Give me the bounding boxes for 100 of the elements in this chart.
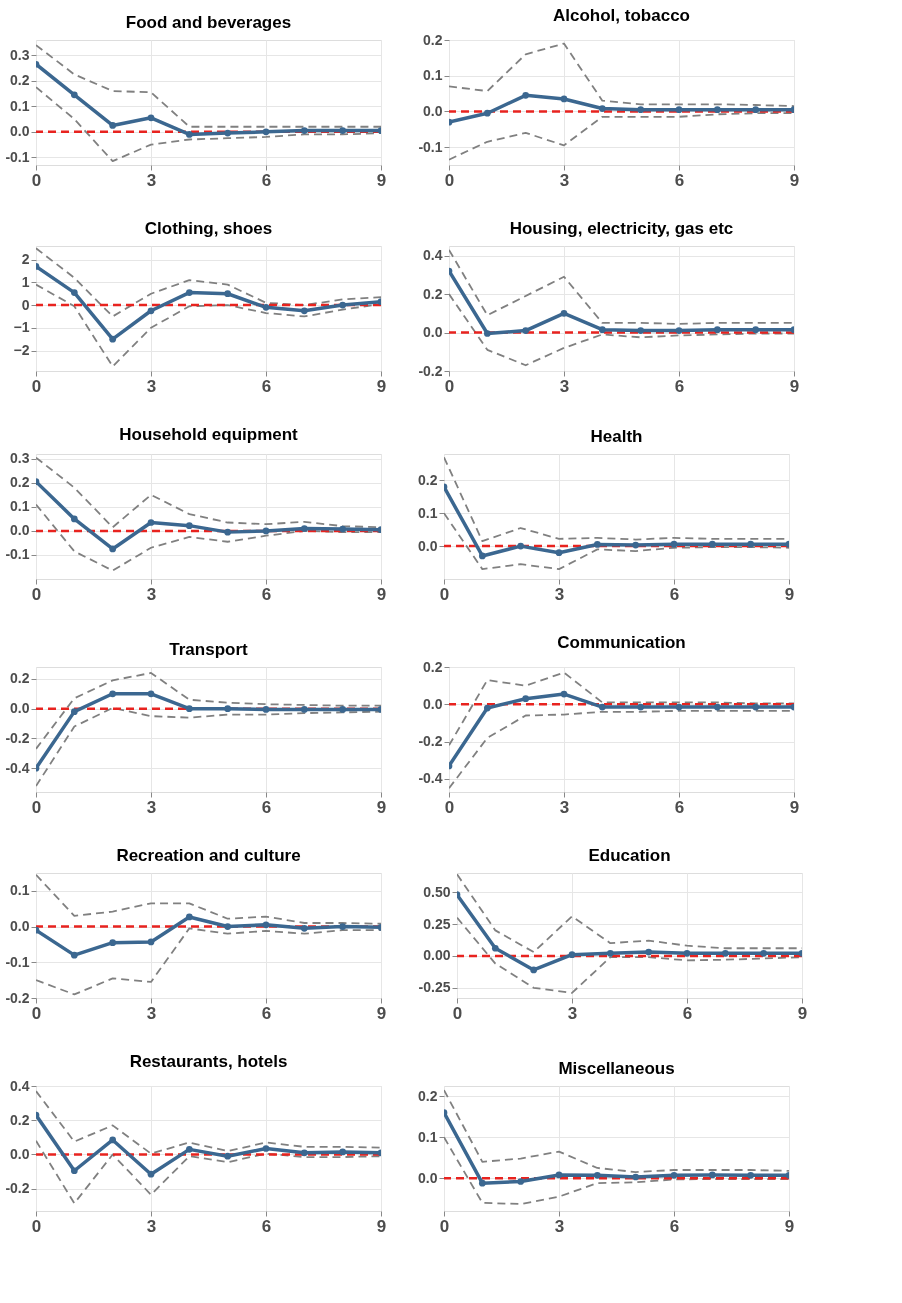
point <box>185 705 193 713</box>
point <box>675 327 683 334</box>
line-series <box>449 248 794 325</box>
point <box>185 913 193 921</box>
point <box>632 541 640 549</box>
point <box>147 1170 155 1178</box>
y-tick-label: 0.0 <box>423 324 443 341</box>
chart-title: Food and beverages <box>125 13 292 32</box>
x-tick-label: 6 <box>261 797 272 817</box>
point <box>637 106 645 113</box>
point <box>109 335 117 343</box>
line-series <box>449 671 794 747</box>
y-tick-label: 0.2 <box>10 72 30 89</box>
point <box>632 1173 640 1181</box>
line-series <box>36 913 381 959</box>
x-tick-label: 6 <box>261 584 272 604</box>
point <box>339 706 347 713</box>
point <box>670 1172 678 1179</box>
point <box>109 939 117 946</box>
point <box>300 706 308 713</box>
y-tick-label: 0.3 <box>10 46 30 63</box>
point <box>593 1172 601 1179</box>
y-tick-label: -0.4 <box>5 759 30 776</box>
y-tick-label: 0.1 <box>418 1128 438 1145</box>
y-tick-label: 0.1 <box>418 504 438 521</box>
x-tick-label: 3 <box>554 584 565 604</box>
y-tick-label: 0.4 <box>10 1077 30 1094</box>
x-tick-label: 3 <box>559 376 570 396</box>
point <box>530 966 538 974</box>
y-tick-label: 0.2 <box>423 31 443 48</box>
point <box>147 307 155 315</box>
point <box>555 1171 563 1179</box>
point <box>70 708 78 715</box>
x-tick-label: 3 <box>146 1003 157 1023</box>
y-tick-label: 0.1 <box>10 498 30 515</box>
point <box>675 106 683 113</box>
point <box>517 1178 525 1185</box>
point <box>560 95 568 103</box>
x-tick-label: 9 <box>376 584 387 604</box>
point <box>224 528 232 536</box>
point <box>522 92 530 99</box>
point <box>747 1172 755 1179</box>
point <box>109 690 117 698</box>
chart-title: Transport <box>169 640 249 659</box>
point <box>300 525 308 532</box>
x-tick-label: 3 <box>146 797 157 817</box>
line-series <box>444 512 789 571</box>
point <box>522 327 530 334</box>
x-tick-label: 6 <box>261 1216 272 1236</box>
point <box>670 540 678 548</box>
y-tick-label: -0.2 <box>418 362 443 379</box>
x-tick-label: 6 <box>669 1216 680 1236</box>
x-tick-label: 9 <box>376 797 387 817</box>
point <box>675 703 683 711</box>
y-tick-label: 0.2 <box>423 285 443 302</box>
y-tick-label: -0.1 <box>5 148 30 165</box>
point <box>339 127 347 134</box>
point <box>752 106 760 113</box>
point <box>708 1171 716 1179</box>
point <box>70 951 78 959</box>
point <box>224 290 232 298</box>
x-tick-label: 9 <box>784 584 795 604</box>
point <box>224 1152 232 1160</box>
x-tick-label: 6 <box>669 584 680 604</box>
y-tick-label: -0.2 <box>5 1180 30 1197</box>
point <box>300 127 308 134</box>
point <box>109 545 117 553</box>
y-tick-label: 0.0 <box>418 537 438 554</box>
x-tick-label: 9 <box>376 170 387 190</box>
y-tick-label: -0.1 <box>5 546 30 563</box>
point <box>339 923 347 930</box>
point <box>713 703 721 711</box>
x-tick-label: 3 <box>567 1003 578 1023</box>
point <box>517 542 525 550</box>
chart-title: Recreation and culture <box>116 846 301 865</box>
point <box>224 705 232 713</box>
point <box>568 951 576 958</box>
chart-title: Clothing, shoes <box>144 219 273 238</box>
point <box>70 289 78 296</box>
y-tick-label: 0.25 <box>423 915 451 932</box>
y-tick-label: 0.0 <box>423 102 443 119</box>
line-series <box>36 707 381 787</box>
x-tick-label: 3 <box>146 376 157 396</box>
x-tick-label: 6 <box>261 170 272 190</box>
y-tick-label: 0.2 <box>10 474 30 491</box>
line-series <box>36 672 381 750</box>
chart-title: Miscellaneous <box>558 1059 675 1078</box>
point <box>262 527 270 535</box>
line-series <box>444 1136 789 1205</box>
y-tick-label: -0.1 <box>5 953 30 970</box>
y-tick-label: 0.1 <box>423 67 443 84</box>
point <box>683 950 691 957</box>
point <box>598 105 606 112</box>
point <box>555 549 563 557</box>
point <box>185 522 193 529</box>
point <box>339 1148 347 1156</box>
point <box>713 106 721 113</box>
line-series <box>457 916 802 994</box>
point <box>713 326 721 333</box>
chart-title: Housing, electricity, gas etc <box>509 219 734 238</box>
